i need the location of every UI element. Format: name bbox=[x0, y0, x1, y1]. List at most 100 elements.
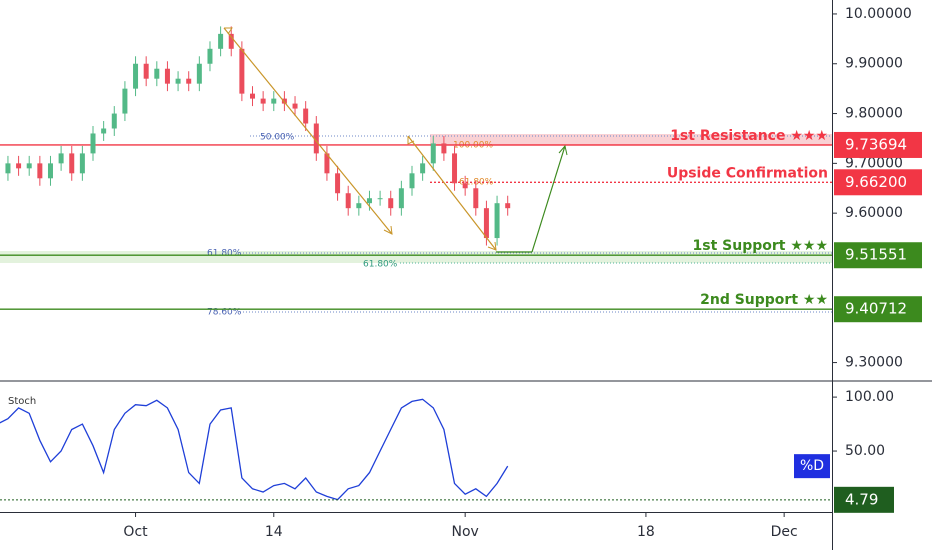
level-name: 2nd Support ★★ bbox=[700, 292, 828, 308]
candle-body bbox=[5, 163, 11, 174]
candle-body bbox=[143, 63, 149, 79]
candle-body bbox=[69, 153, 75, 174]
candle-body bbox=[90, 133, 96, 154]
candle-body bbox=[398, 188, 404, 209]
candle-body bbox=[26, 163, 32, 169]
levels: 1st Resistance ★★★ Upside Confirmation 1st… bbox=[0, 128, 832, 310]
candle-body bbox=[218, 33, 224, 49]
candle-body bbox=[175, 78, 181, 84]
level-value-label: 9.66200 bbox=[845, 173, 907, 191]
zones bbox=[0, 134, 832, 263]
level-value-label: 9.51551 bbox=[845, 246, 907, 264]
candle-body bbox=[356, 203, 362, 209]
x-tick-label: Dec bbox=[771, 524, 798, 540]
candle-body bbox=[207, 48, 213, 64]
arrow-head bbox=[383, 225, 393, 235]
arrow bbox=[531, 145, 566, 253]
candle-body bbox=[16, 163, 22, 169]
candle-body bbox=[303, 108, 309, 124]
fib-label: 61.80% bbox=[207, 249, 242, 259]
candles bbox=[5, 26, 511, 246]
candle-body bbox=[473, 188, 479, 209]
stoch-line bbox=[0, 398, 509, 501]
arrow-head bbox=[407, 136, 415, 145]
level-value-label: 9.40712 bbox=[845, 300, 907, 318]
candle-body bbox=[335, 173, 341, 194]
fib-label: 78.60% bbox=[207, 308, 242, 318]
candle-body bbox=[58, 153, 64, 164]
support-zone bbox=[0, 251, 832, 263]
level-badge bbox=[834, 242, 922, 269]
candle-body bbox=[154, 68, 160, 79]
candle-body bbox=[281, 98, 287, 104]
candle-body bbox=[164, 68, 170, 84]
candle-body bbox=[271, 98, 277, 104]
candle-body bbox=[47, 163, 53, 179]
y-tick-label: 9.90000 bbox=[845, 56, 903, 72]
candle-body bbox=[79, 153, 85, 174]
stoch-title: Stoch bbox=[8, 396, 36, 407]
candle-body bbox=[388, 198, 394, 209]
resistance-zone bbox=[430, 134, 832, 146]
candle-body bbox=[292, 103, 298, 109]
legend-entry: %D bbox=[800, 458, 824, 474]
candle-body bbox=[133, 63, 139, 89]
level-name: Upside Confirmation bbox=[667, 165, 828, 181]
x-tick-label: Nov bbox=[452, 524, 479, 540]
candle-body bbox=[377, 198, 383, 200]
candle-body bbox=[462, 183, 468, 189]
y-tick-label: 9.30000 bbox=[845, 355, 903, 371]
x-tick-label: 18 bbox=[637, 524, 655, 540]
candle-body bbox=[430, 143, 436, 164]
arrow bbox=[223, 27, 393, 235]
candle-body bbox=[250, 93, 256, 99]
y2-tick-label: 50.00 bbox=[845, 443, 885, 459]
level-badge bbox=[834, 169, 922, 196]
candle-body bbox=[260, 98, 266, 104]
candle-body bbox=[37, 163, 43, 179]
y2-tick-label: 100.00 bbox=[845, 389, 894, 405]
arrow bbox=[407, 135, 497, 251]
stoch-level-label: 4.79 bbox=[845, 490, 878, 508]
x-tick-label: Oct bbox=[123, 524, 148, 540]
candle-body bbox=[122, 88, 128, 114]
y-tick-label: 9.70000 bbox=[845, 155, 903, 171]
stoch-name-badge bbox=[794, 454, 830, 479]
candle-body bbox=[366, 198, 372, 204]
candle-body bbox=[420, 163, 426, 174]
fib-label: 61.80% bbox=[363, 260, 398, 270]
level-name: 1st Resistance ★★★ bbox=[670, 128, 828, 144]
candle-body bbox=[101, 128, 107, 134]
y-tick-label: 10.00000 bbox=[845, 6, 912, 22]
candle-body bbox=[186, 78, 192, 84]
candle-body bbox=[441, 143, 447, 154]
arrow-head bbox=[224, 27, 233, 35]
level-value-label: 9.73694 bbox=[845, 135, 907, 153]
y-tick-label: 9.80000 bbox=[845, 106, 903, 122]
candle-body bbox=[313, 123, 319, 154]
stoch-level-badge bbox=[834, 486, 894, 513]
candle-body bbox=[345, 193, 351, 209]
fib-lines: 50.00% 61.80% 78.60% 100.00% 61.80% 61.8… bbox=[207, 133, 832, 318]
arrows bbox=[223, 27, 568, 253]
candle-body bbox=[409, 173, 415, 189]
x-tick-label: 14 bbox=[265, 524, 283, 540]
candle-body bbox=[505, 203, 511, 209]
candle-body bbox=[483, 208, 489, 239]
level-badge bbox=[834, 296, 922, 323]
level-badge bbox=[834, 131, 922, 158]
arrow-head bbox=[487, 241, 497, 251]
candle-body bbox=[494, 203, 500, 239]
candle-body bbox=[239, 48, 245, 94]
candle-body bbox=[196, 63, 202, 84]
candle-body bbox=[452, 153, 458, 184]
stoch-pane bbox=[0, 398, 832, 501]
candle-body bbox=[324, 153, 330, 174]
fib-label: 50.00% bbox=[260, 133, 295, 143]
y-tick-label: 9.60000 bbox=[845, 205, 903, 221]
level-name: 1st Support ★★★ bbox=[693, 238, 828, 254]
candle-body bbox=[228, 33, 234, 49]
candle-body bbox=[111, 113, 117, 129]
